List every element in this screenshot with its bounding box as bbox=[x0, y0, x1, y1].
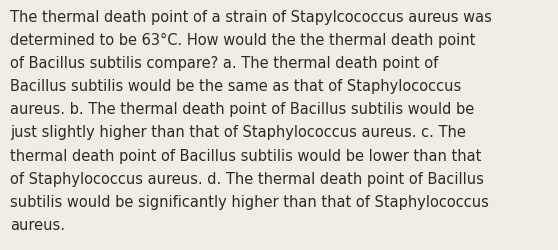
Text: of Staphylococcus aureus. d. The thermal death point of Bacillus: of Staphylococcus aureus. d. The thermal… bbox=[10, 171, 484, 186]
Text: of Bacillus subtilis compare? a. The thermal death point of: of Bacillus subtilis compare? a. The the… bbox=[10, 56, 438, 71]
Text: Bacillus subtilis would be the same as that of Staphylococcus: Bacillus subtilis would be the same as t… bbox=[10, 79, 461, 94]
Text: aureus.: aureus. bbox=[10, 217, 65, 232]
Text: subtilis would be significantly higher than that of Staphylococcus: subtilis would be significantly higher t… bbox=[10, 194, 489, 209]
Text: thermal death point of Bacillus subtilis would be lower than that: thermal death point of Bacillus subtilis… bbox=[10, 148, 482, 163]
Text: just slightly higher than that of Staphylococcus aureus. c. The: just slightly higher than that of Staphy… bbox=[10, 125, 466, 140]
Text: aureus. b. The thermal death point of Bacillus subtilis would be: aureus. b. The thermal death point of Ba… bbox=[10, 102, 474, 117]
Text: determined to be 63°C. How would the the thermal death point: determined to be 63°C. How would the the… bbox=[10, 33, 475, 48]
Text: The thermal death point of a strain of Stapylcococcus aureus was: The thermal death point of a strain of S… bbox=[10, 10, 492, 25]
